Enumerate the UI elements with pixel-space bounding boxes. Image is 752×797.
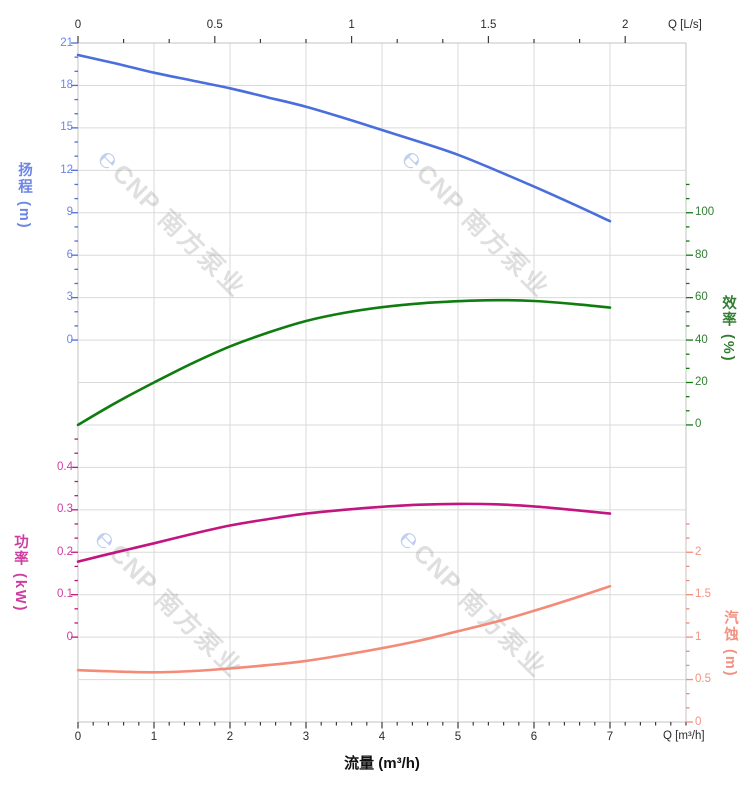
flow-axis-title: 流量 (m³/h): [344, 755, 420, 772]
curve-power: [76, 502, 612, 563]
curve-npsh: [76, 584, 612, 674]
head-axis-title: 扬程 (m): [16, 162, 32, 230]
head-axis-ticks: [71, 42, 78, 341]
top-axis-ticks: [77, 36, 626, 43]
power-axis-ticks: [71, 438, 78, 638]
efficiency-axis-title: 效率 (%): [720, 295, 736, 363]
power-axis-title: 功率 (kW): [12, 534, 28, 613]
bottom-axis-ticks: [77, 722, 687, 729]
curve-head: [76, 53, 612, 223]
bottom-axis-unit-label: Q [m³/h]: [663, 730, 705, 742]
npsh-axis-title: 汽蚀 (m): [722, 610, 738, 678]
npsh-axis-ticks: [686, 523, 693, 723]
curve-eff: [76, 298, 612, 427]
eff-axis-ticks: [686, 183, 693, 426]
top-axis-unit-label: Q [L/s]: [668, 19, 702, 31]
